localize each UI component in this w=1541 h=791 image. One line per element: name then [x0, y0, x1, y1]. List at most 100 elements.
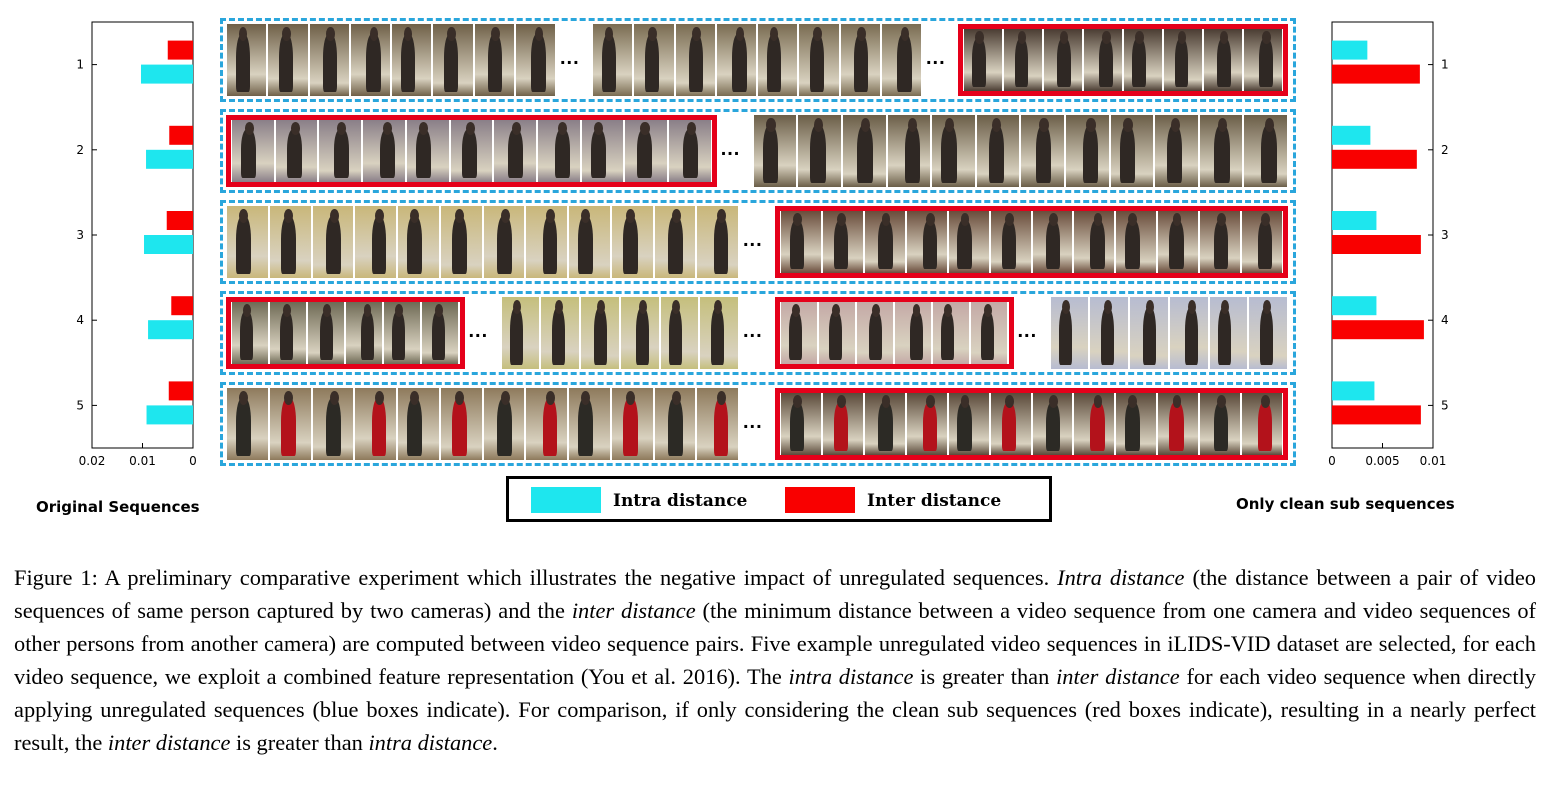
video-frame	[1130, 297, 1168, 369]
pedestrian-figure	[766, 34, 781, 92]
ellipsis: ...	[1017, 320, 1038, 342]
video-frame	[537, 120, 580, 182]
pedestrian-figure	[497, 216, 512, 274]
pedestrian-head	[900, 26, 910, 42]
clean-subsequences-chart: 1 2 3 4 5 0 0.005 0.01	[1305, 0, 1455, 480]
caption-text: (the distance between a pair of video se…	[14, 565, 1536, 623]
pedestrian-head	[1264, 117, 1275, 133]
pedestrian-figure	[1169, 219, 1184, 270]
pedestrian-figure	[406, 398, 422, 456]
video-frame	[697, 206, 738, 278]
video-frame	[1199, 115, 1243, 187]
pedestrian-head	[594, 122, 604, 135]
video-frame	[1155, 115, 1198, 187]
pedestrian-head	[626, 390, 636, 406]
sequence-row: ...	[220, 109, 1296, 193]
caption-text: is greater than	[913, 664, 1057, 689]
pedestrian-head	[813, 26, 822, 42]
pedestrian-figure	[972, 37, 987, 88]
video-frame	[819, 302, 856, 364]
pedestrian-head	[944, 304, 953, 317]
pedestrian-head	[960, 395, 970, 408]
pedestrian-head	[691, 26, 701, 42]
bar-inter	[1332, 149, 1417, 169]
pedestrian-head	[1216, 395, 1226, 408]
video-frame	[1169, 297, 1208, 369]
pedestrian-figure	[333, 128, 349, 179]
pedestrian-head	[648, 26, 657, 42]
clean-subsequence-box	[775, 388, 1288, 460]
pedestrian-figure	[713, 216, 729, 274]
pedestrian-figure	[509, 307, 524, 365]
pedestrian-head	[336, 122, 347, 135]
video-frame	[654, 388, 696, 460]
caption-text: (the minimum distance between a video se…	[14, 598, 1537, 689]
bar-inter	[1332, 405, 1421, 425]
pedestrian-figure	[878, 401, 893, 452]
video-frame	[864, 393, 905, 455]
video-frame	[654, 206, 696, 278]
bar-inter	[171, 296, 193, 316]
video-frame	[716, 24, 756, 96]
intra-distance-legend-label: Intra distance	[613, 491, 748, 511]
pedestrian-head	[716, 208, 726, 224]
video-frame	[1209, 297, 1248, 369]
pedestrian-head	[242, 304, 251, 317]
subsequence-frames	[501, 297, 740, 369]
video-frame	[308, 302, 345, 364]
pedestrian-figure	[957, 219, 972, 270]
ellipsis: ...	[560, 47, 580, 69]
video-frame	[1200, 211, 1241, 273]
video-frame	[1021, 115, 1064, 187]
pedestrian-head	[925, 213, 935, 226]
pedestrian-head	[1128, 395, 1138, 408]
pedestrian-head	[1261, 395, 1271, 408]
ellipsis: ...	[926, 47, 946, 69]
video-frame	[1090, 297, 1128, 369]
video-frame	[268, 24, 308, 96]
video-frame	[270, 302, 307, 364]
caption-term: inter distance	[107, 730, 231, 755]
pedestrian-head	[447, 26, 456, 42]
video-frame	[1204, 29, 1242, 91]
pedestrian-head	[1049, 395, 1059, 408]
pedestrian-head	[671, 299, 681, 315]
pedestrian-figure	[668, 398, 683, 456]
sequence-row: .........	[220, 291, 1296, 375]
video-frame	[976, 115, 1020, 187]
video-frame	[971, 302, 1008, 364]
video-frame	[569, 388, 610, 460]
pedestrian-figure	[1169, 401, 1184, 452]
video-frame	[474, 24, 514, 96]
pedestrian-head	[435, 304, 444, 317]
pedestrian-head	[374, 390, 384, 406]
video-frame	[842, 115, 886, 187]
pedestrian-figure	[241, 128, 257, 179]
pedestrian-head	[374, 208, 384, 224]
pedestrian-head	[512, 299, 522, 315]
pedestrian-figure	[444, 34, 459, 92]
pedestrian-figure	[789, 219, 805, 270]
pedestrian-head	[640, 122, 650, 135]
pedestrian-figure	[635, 307, 650, 365]
video-frame	[1164, 29, 1202, 91]
pedestrian-figure	[668, 307, 683, 365]
pedestrian-figure	[1216, 37, 1231, 88]
pedestrian-figure	[853, 34, 868, 92]
video-frame	[581, 297, 619, 369]
video-frame	[964, 29, 1002, 91]
pedestrian-head	[554, 299, 564, 315]
pedestrian-figure	[1100, 307, 1115, 365]
video-frame	[227, 388, 268, 460]
caption-term: inter distance	[1056, 664, 1180, 689]
pedestrian-head	[713, 299, 723, 315]
category-tick-label: 4	[1441, 313, 1449, 327]
pedestrian-figure	[988, 125, 1004, 183]
pedestrian-figure	[287, 128, 303, 179]
video-frame	[350, 24, 390, 96]
pedestrian-head	[1093, 213, 1103, 226]
pedestrian-figure	[577, 216, 593, 274]
pedestrian-head	[626, 208, 636, 224]
video-frame	[1116, 393, 1157, 455]
subsequence-frames	[753, 115, 1288, 187]
